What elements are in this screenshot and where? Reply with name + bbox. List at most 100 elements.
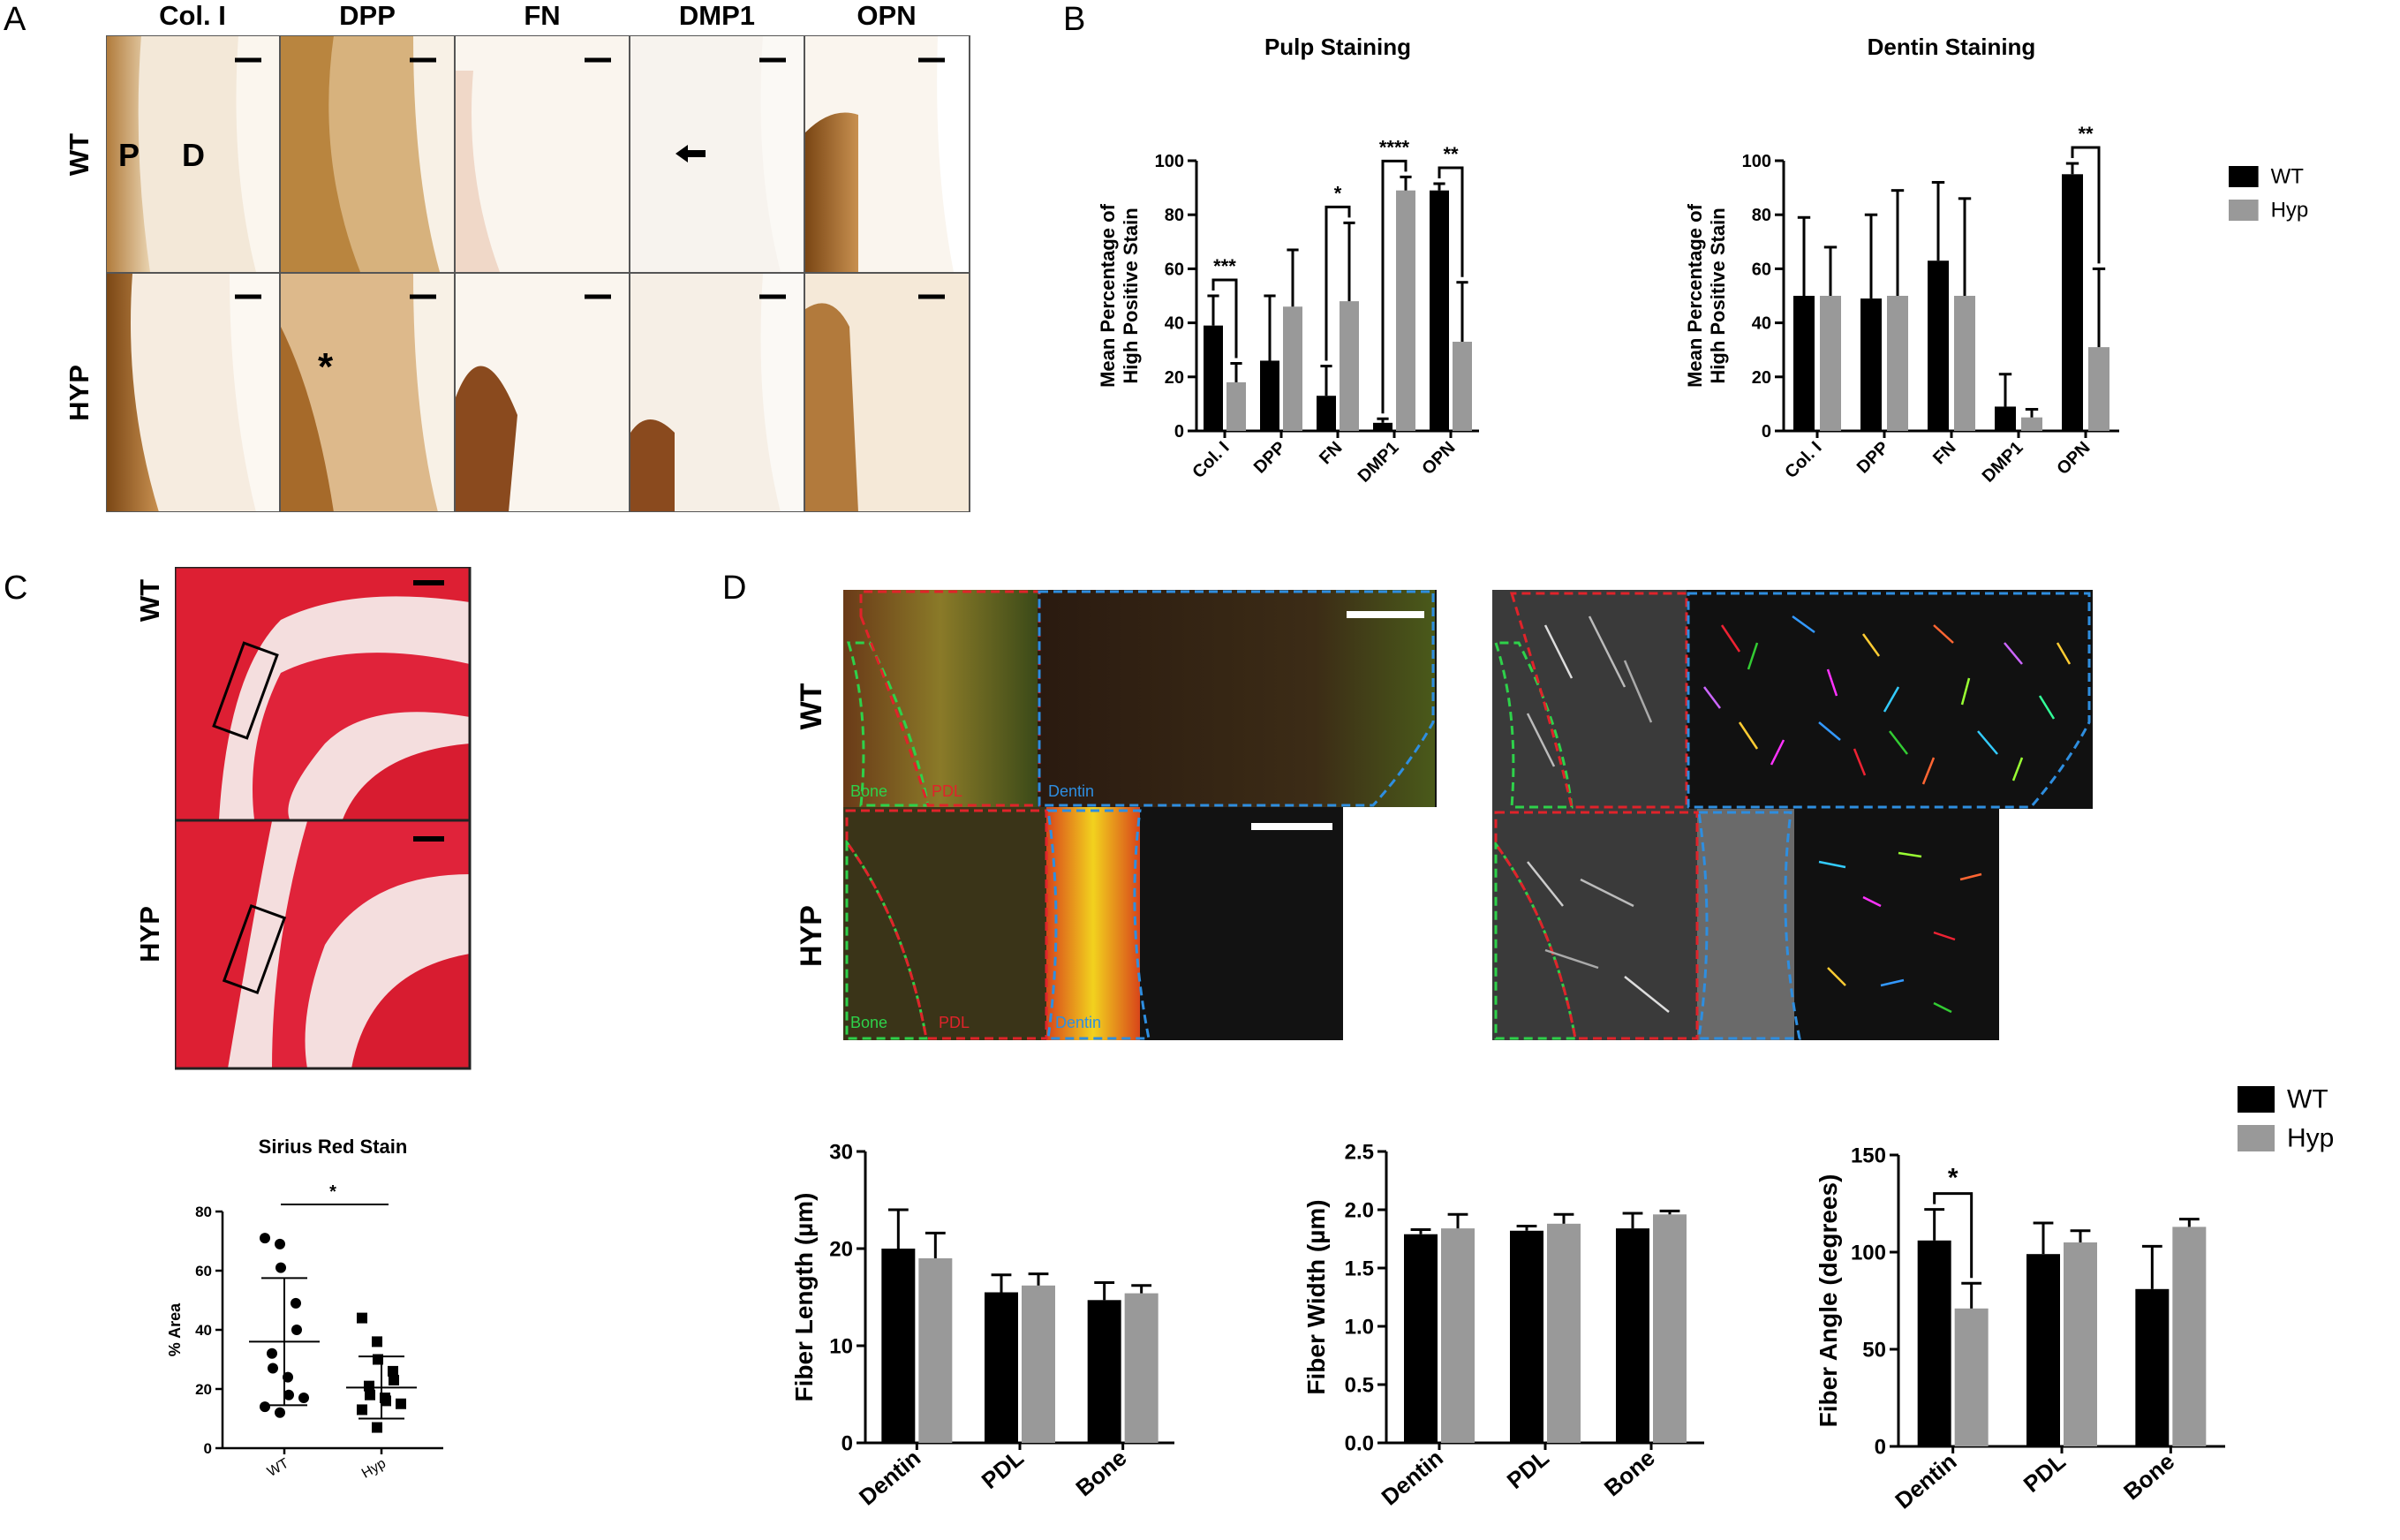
data-point [372,1336,382,1348]
chart-fiber-length: Fiber Length (µm) 0 10 20 30 Dentin PDL Bone [790,1140,1174,1511]
x-tick-label: Bone [1070,1445,1131,1502]
panel-letter-c: C [4,570,27,607]
legend-label-wt: WT [2287,1085,2328,1114]
bar-hyp [1124,1293,1158,1443]
x-tick-label: FN [1929,438,1959,468]
significance-label: * [1948,1164,1958,1193]
significance-label: *** [1213,255,1236,277]
significance-label: ** [2078,123,2094,145]
panel-a-column-header: OPN [857,0,917,31]
data-point [389,1374,399,1385]
y-axis-label: High Positive Stain [1120,208,1142,383]
bar-hyp [1453,342,1472,431]
y-axis-label: Mean Percentage of [1684,203,1706,388]
x-tick-label: Col. I [1781,438,1825,482]
y-tick-label: 40 [195,1322,212,1339]
data-point [275,1407,285,1418]
y-tick-label: 0 [1174,422,1184,442]
panel-letter-b: B [1063,1,1085,38]
panel-d-row-label-hyp: HYP [795,905,828,967]
panel-letter-a: A [4,1,26,38]
micrograph-hyp-col1 [106,274,279,512]
significance-label: * [329,1182,336,1202]
significance-label: * [1334,182,1342,204]
significance-bracket [1933,1192,1974,1279]
panel-c-row-label-wt: WT [134,579,165,622]
x-tick-label: Dentin [854,1445,925,1511]
x-tick-label: OPN [2053,438,2094,479]
panel-a-column-header: DPP [339,0,396,31]
bar-wt [1404,1234,1438,1443]
data-point [365,1389,375,1400]
legend-swatch-wt [2238,1086,2275,1113]
chart-dentin-staining: Dentin Staining Mean Percentage of High Po… [1684,35,2119,487]
bar-hyp [1887,296,1908,431]
x-tick-label: WT [265,1456,291,1480]
bar-wt [2062,174,2083,432]
significance-label: ** [1443,143,1459,165]
data-point [364,1380,374,1392]
fiber-trace-wt [1492,590,2093,809]
bar-hyp [1283,306,1302,431]
micrograph-hyp-col2 [281,274,454,512]
micrograph-hyp-col4 [630,274,804,512]
bar-wt [1087,1300,1121,1443]
panel-d-row-label-wt: WT [795,683,828,729]
data-point [291,1297,301,1309]
bar-hyp [1396,190,1415,431]
y-axis-label: High Positive Stain [1707,208,1729,383]
significance-bracket [2071,146,2101,264]
y-tick-label: 30 [829,1140,853,1164]
data-point [381,1395,391,1407]
bar-wt [1860,298,1882,431]
x-tick-label: DPP [1853,438,1893,478]
data-point [275,1262,286,1273]
x-tick-label: PDL [2019,1448,2071,1498]
scale-bars [235,57,945,299]
legend-swatch-wt [2229,166,2259,187]
x-tick-label: PDL [977,1445,1029,1494]
sirius-micrograph-hyp [175,821,470,1068]
y-tick-label: 0 [842,1431,853,1455]
data-point [283,1389,294,1400]
bar-wt [1793,296,1815,431]
data-point [396,1398,406,1409]
y-tick-label: 1.0 [1345,1315,1374,1339]
x-tick-label: Bone [2118,1448,2179,1506]
y-tick-label: 100 [1742,152,1771,171]
y-tick-label: 40 [1752,314,1771,334]
micrograph-hyp-col3 [456,274,629,512]
bar-hyp [2064,1242,2097,1446]
panel-a-row-label-wt: WT [64,133,94,176]
bar-wt [1510,1230,1543,1443]
dentin-label: D [182,137,205,173]
data-point [267,1348,277,1359]
legend-swatch-hyp [2229,200,2259,221]
x-tick-label: OPN [1418,438,1459,479]
y-tick-label: 50 [1862,1338,1886,1362]
y-tick-label: 0 [1762,422,1771,442]
asterisk-label: * [318,345,334,389]
x-tick-label: PDL [1502,1445,1554,1494]
y-tick-label: 20 [195,1381,212,1398]
data-point [260,1233,270,1244]
panel-a-column-header: FN [524,0,561,31]
y-tick-label: 100 [1851,1241,1886,1264]
arrow-icon [675,145,706,162]
significance-label: **** [1379,136,1410,158]
chart-title: Dentin Staining [1868,35,2036,60]
bar-wt [1373,422,1392,431]
micrograph-wt-col4 [630,35,804,272]
x-tick-label: DMP1 [1979,438,2027,487]
y-tick-label: 60 [1165,260,1184,279]
y-tick-label: 80 [195,1204,212,1220]
y-tick-label: 0.0 [1345,1431,1374,1455]
chart-pulp-staining: Pulp Staining Mean Percentage of High Posi… [1097,35,1479,487]
chart-fiber-angle: Fiber Angle (degrees) 0 50 100 150 Dentin PDL B… [1815,1144,2225,1514]
panel-d-row-labels: WT HYP [795,683,828,967]
bar-wt [1430,190,1449,431]
y-tick-label: 150 [1851,1144,1886,1167]
panel-c-row-label-hyp: HYP [134,906,165,962]
panel-a-row-label-hyp: HYP [64,365,94,421]
significance-bracket [1211,278,1238,359]
